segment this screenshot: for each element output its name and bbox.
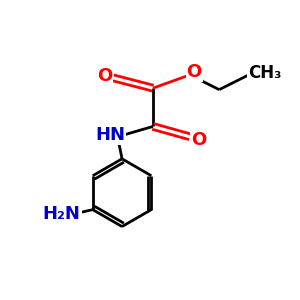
Text: HN: HN [95, 126, 125, 144]
Text: H₂N: H₂N [43, 205, 81, 223]
Text: CH₃: CH₃ [248, 64, 281, 82]
Text: O: O [97, 68, 112, 85]
Text: O: O [187, 63, 202, 81]
Text: O: O [191, 131, 206, 149]
